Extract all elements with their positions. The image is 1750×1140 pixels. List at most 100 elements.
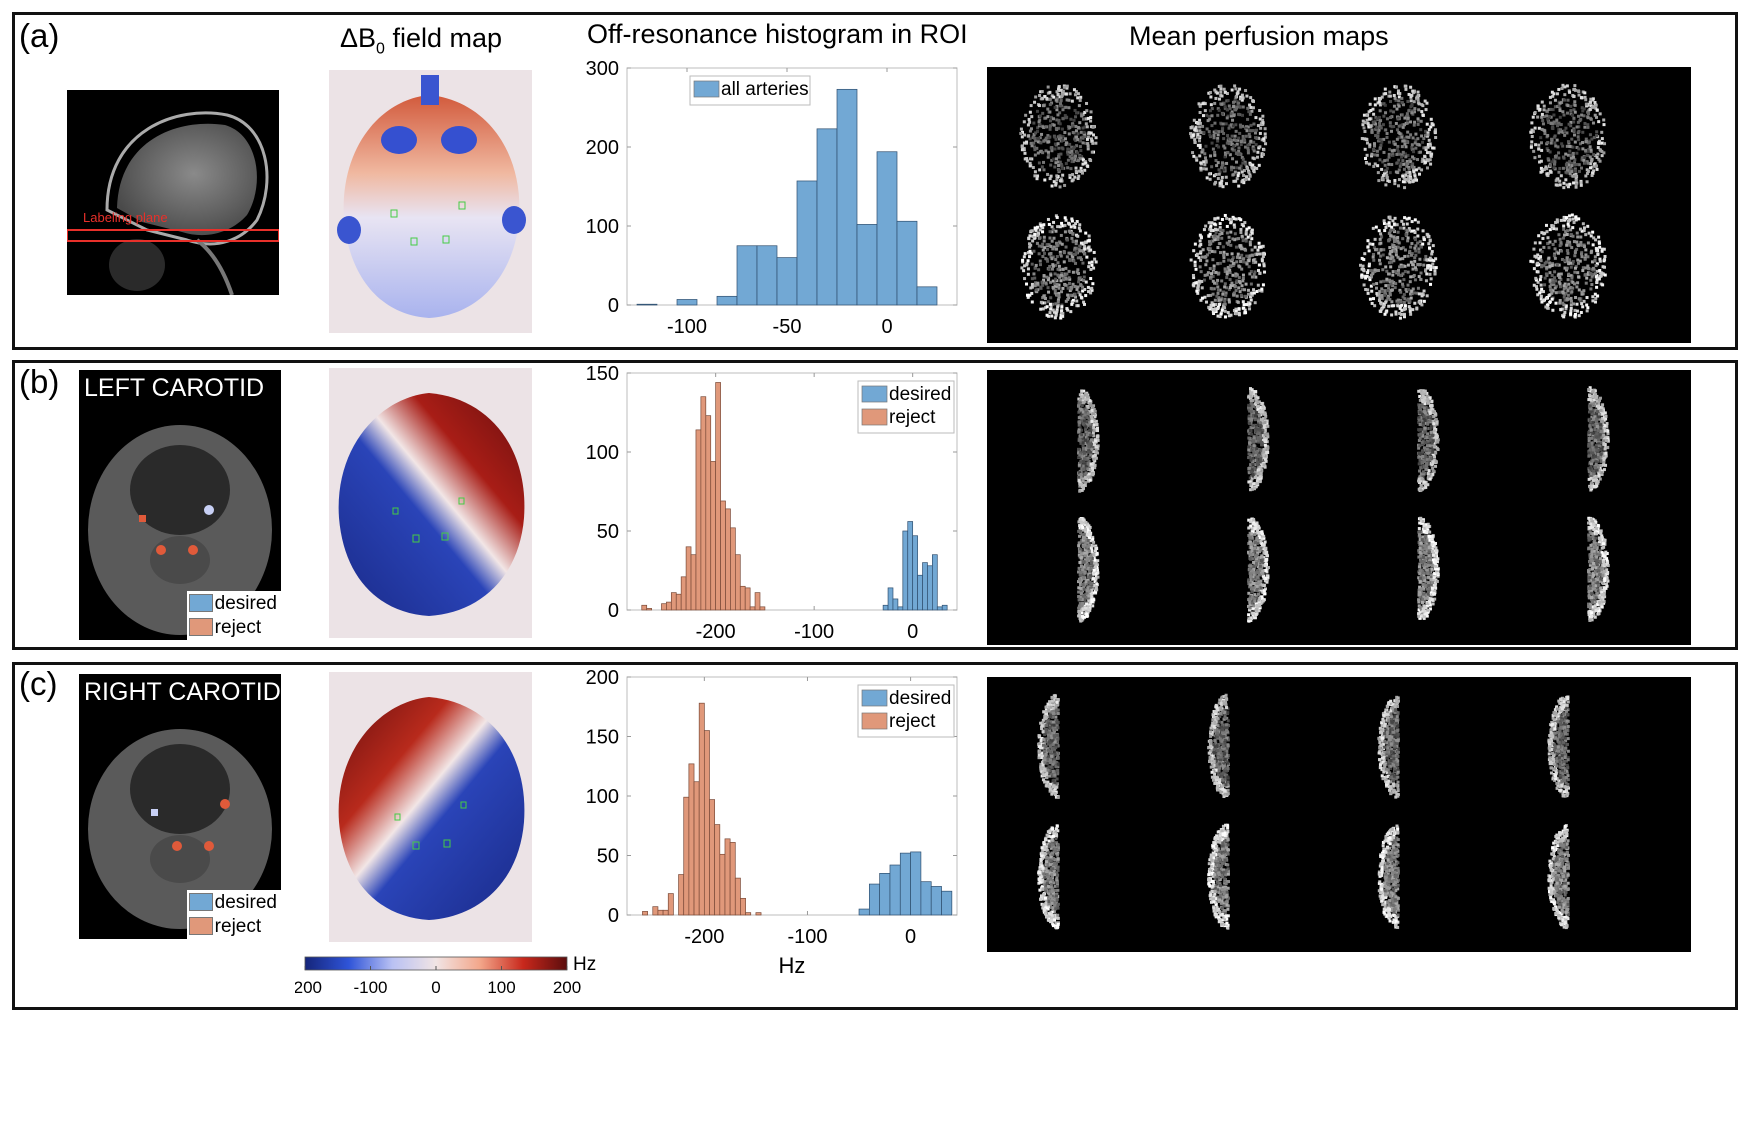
histogram-bar-reject: [745, 912, 752, 916]
image-legend-b: desired reject: [186, 591, 281, 640]
histogram-bar-reject: [646, 608, 652, 611]
y-tick-label: 150: [586, 365, 619, 385]
histogram-bar-reject: [683, 796, 690, 916]
head-fieldmap: [343, 95, 520, 318]
x-tick-label: -200: [696, 621, 736, 643]
histogram-bar-reject: [642, 911, 648, 916]
perfusion-slice: [1077, 516, 1100, 623]
histogram-bar-desired: [897, 606, 904, 611]
histogram-bar-reject: [755, 912, 762, 916]
perfusion-slices-a: [1019, 83, 1607, 320]
colorbar-unit-label: Hz: [573, 955, 596, 975]
panel-label-a: (a): [19, 17, 60, 54]
perfusion-slice: [1077, 389, 1100, 493]
colorbar-tick-label: 0: [431, 978, 440, 997]
perfusion-slice: [1547, 695, 1570, 798]
sinus-right: [441, 126, 477, 154]
x-tick-label: 0: [881, 316, 892, 338]
reject-roi-marker: [172, 841, 182, 851]
histogram-a: 0 100 200 300 -100 -50 0 all arteries: [586, 60, 958, 338]
perfusion-slice: [1587, 386, 1610, 492]
perfusion-slice: [1360, 84, 1438, 190]
legend-item-reject: reject: [188, 616, 277, 640]
histogram-bar-reject: [700, 396, 707, 611]
histogram-bar-reject: [666, 601, 672, 611]
histogram-bar-desired: [882, 604, 889, 611]
histogram-bar-desired: [917, 574, 923, 611]
field-map-a-illustration: [337, 75, 526, 318]
head-fieldmap: [338, 697, 525, 920]
legend-label: reject: [889, 407, 936, 428]
roi-contour: [412, 841, 420, 850]
labeling-plane-label: Labeling plane: [83, 210, 168, 225]
colorbar-tick-label: 200: [553, 978, 581, 997]
histogram-bar-reject: [740, 897, 746, 916]
roi-contour: [390, 209, 398, 218]
colorbar-tick-label: -200: [295, 978, 322, 997]
histogram-bar-reject: [754, 592, 761, 611]
histogram-bar-all-arteries: [916, 286, 938, 306]
histogram-bar-reject: [678, 874, 685, 916]
skull-outline: [105, 111, 269, 246]
histogram-bar-reject: [652, 906, 659, 916]
legend-item-desired: desired: [188, 891, 277, 915]
histogram-bar-reject: [709, 799, 716, 916]
y-tick-label: 0: [608, 905, 619, 927]
histogram-bar-desired: [941, 890, 953, 916]
roi-contour: [441, 532, 449, 541]
histogram-bar-all-arteries: [716, 295, 738, 306]
reject-roi-marker: [139, 515, 146, 522]
y-tick-label: 200: [586, 137, 619, 159]
vertebra: [150, 536, 210, 584]
field-map-title: ΔB0 field map: [340, 23, 503, 58]
histogram-bar-all-arteries: [876, 151, 898, 306]
reject-roi-marker: [188, 545, 198, 555]
roi-contour: [460, 801, 467, 809]
y-tick-label: 50: [597, 521, 619, 543]
histogram-bar-desired: [910, 851, 922, 916]
perfusion-maps-a: [987, 67, 1691, 343]
reject-roi-marker: [220, 799, 230, 809]
field-map-c: [329, 672, 532, 942]
perfusion-slice: [1020, 214, 1098, 320]
y-tick-label: 300: [586, 60, 619, 80]
roi-contour: [458, 201, 466, 210]
histogram-bar-reject: [703, 730, 710, 916]
desired-swatch: [188, 893, 213, 911]
desired-swatch: [188, 594, 213, 612]
x-tick-label: -100: [794, 621, 834, 643]
labeling-plane-box: [67, 229, 279, 242]
histogram-bar-all-arteries: [796, 180, 818, 306]
desired-roi-marker: [204, 505, 214, 515]
histogram-bar-reject: [688, 763, 695, 916]
legend-label: reject: [889, 711, 936, 732]
histogram-bar-desired: [920, 881, 932, 916]
y-tick-label: 0: [608, 600, 619, 622]
histogram-bar-all-arteries: [756, 245, 778, 306]
perfusion-slice: [1037, 693, 1060, 799]
spine: [195, 238, 234, 295]
perfusion-slices-c: [1037, 693, 1570, 930]
y-tick-label: 100: [586, 216, 619, 238]
y-tick-label: 50: [597, 846, 619, 868]
perfusion-slice: [1189, 84, 1268, 189]
x-tick-label: -200: [684, 926, 724, 948]
perfusion-slice: [1019, 84, 1098, 189]
histogram-bar-reject: [749, 606, 756, 611]
roi-contour: [392, 507, 399, 515]
colorbar: Hz -200 -100 0 100 200: [288, 954, 625, 1005]
axial-mri-c-illustration: [88, 729, 272, 929]
histogram-bar-reject: [719, 853, 726, 916]
histogram-bar-reject: [734, 877, 741, 916]
x-tick-label: -100: [667, 316, 707, 338]
histogram-bar-reject: [744, 587, 751, 611]
legend-swatch: [693, 80, 720, 98]
axial-mri-right-carotid: RIGHT CAROTID desired reject: [79, 674, 281, 939]
panel-a: (a) ΔB0 field map Off-resonance histogra…: [12, 12, 1738, 350]
histogram-bar-reject: [685, 546, 692, 611]
histogram-bar-reject: [662, 909, 669, 916]
left-carotid-label: LEFT CAROTID: [84, 374, 265, 402]
perfusion-slices-b: [1077, 386, 1610, 623]
histogram-bar-reject: [759, 606, 766, 611]
